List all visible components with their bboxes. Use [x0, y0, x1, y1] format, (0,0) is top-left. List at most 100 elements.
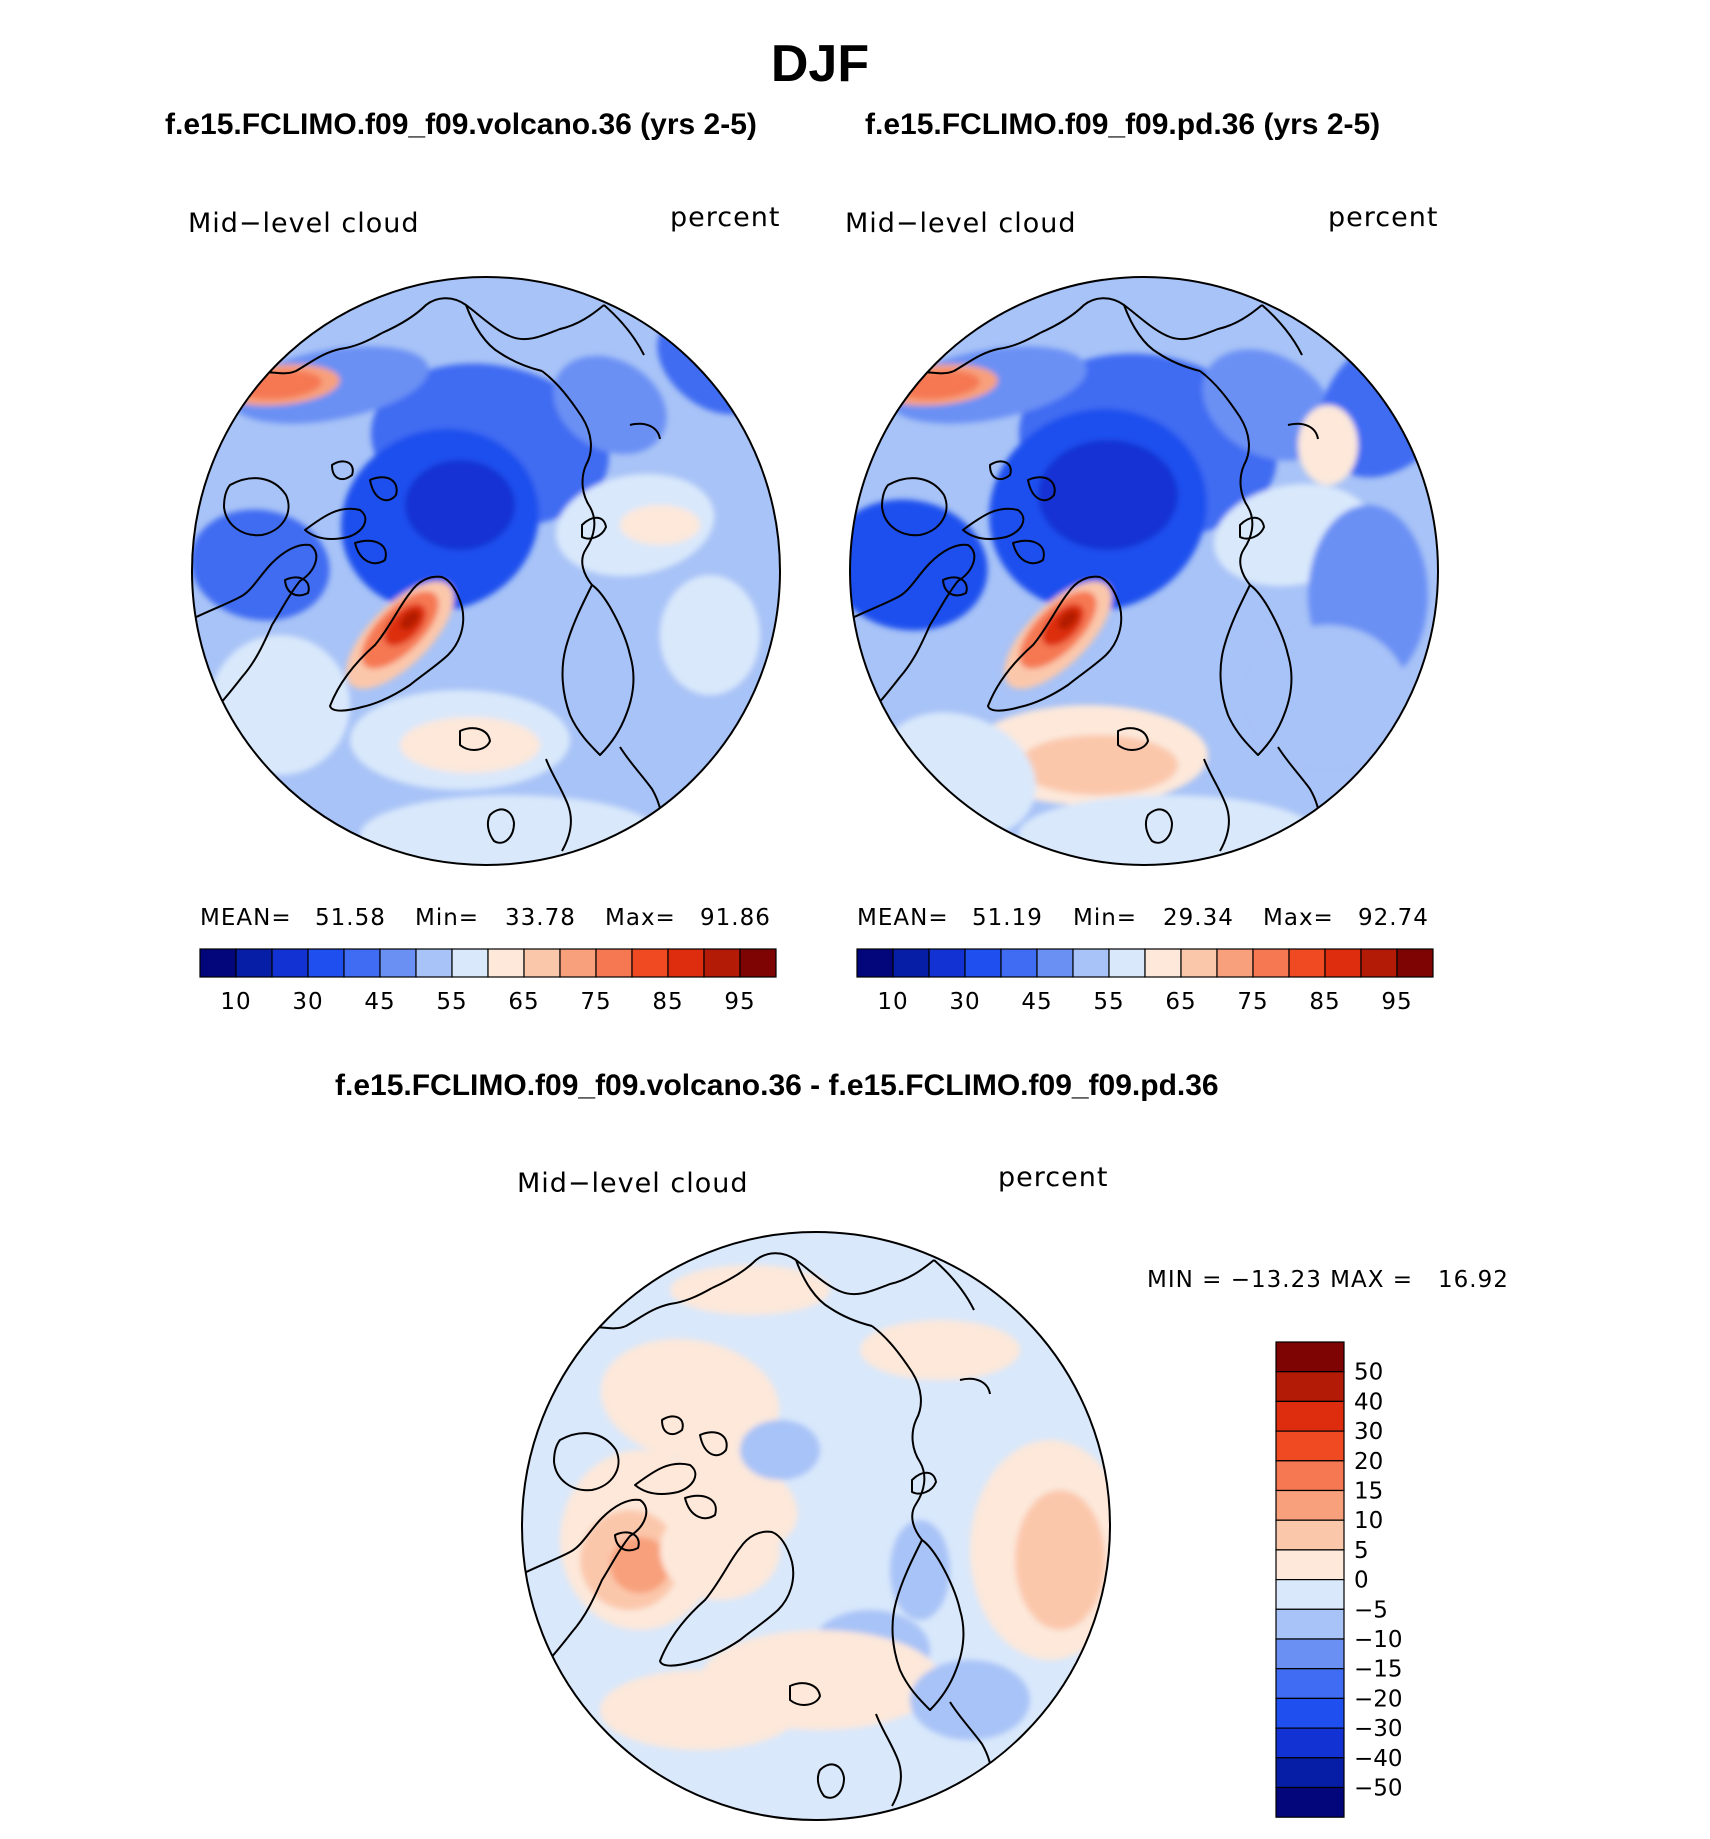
panel1-colorbar-swatch: [703, 948, 741, 978]
panel1-coastline: [304, 507, 367, 541]
panel3-contour-region: [1015, 1490, 1105, 1630]
panel1-contour-region: [553, 355, 667, 455]
panel2-contour-region: [1248, 625, 1408, 765]
panel2-coastline: [1203, 758, 1230, 852]
panel1-min-label: Min=: [415, 905, 480, 931]
panel1-colorbar-swatch: [343, 948, 381, 978]
panel3-coastline: [933, 1259, 975, 1311]
panel2-colorbar-swatch: [856, 948, 894, 978]
panel2-colorbar-swatch: [1396, 948, 1434, 978]
panel1-coastline: [223, 477, 290, 537]
panel3-coastline: [871, 1325, 926, 1541]
panel3-colorbar-tick-label: −5: [1354, 1597, 1388, 1623]
panel2-contour-region: [1038, 440, 1178, 550]
panel2-coastline: [1012, 539, 1045, 565]
panel1-units-label: percent: [670, 202, 781, 233]
panel2-colorbar-tick-label: 75: [1237, 989, 1268, 1015]
panel3-coastline: [661, 1415, 684, 1436]
panel1-colorbar-tick-label: 85: [652, 989, 683, 1015]
panel1-coastline: [581, 516, 607, 540]
panel2-coastline: [989, 460, 1012, 481]
panel1-colorbar-swatch: [631, 948, 669, 978]
panel3-colorbar-swatch: [1275, 1519, 1345, 1551]
panel2-run-title: f.e15.FCLIMO.f09_f09.pd.36 (yrs 2-5): [865, 108, 1381, 141]
panel2-units-label: percent: [1328, 202, 1439, 233]
panel3-contour-region: [740, 1420, 820, 1480]
panel3-colorbar-swatch: [1275, 1638, 1345, 1670]
panel3-contour-region: [610, 1537, 670, 1593]
panel3-colorbar-swatch: [1275, 1400, 1345, 1432]
panel2-coastline: [942, 576, 968, 597]
panel3-colorbar-tick-label: 15: [1354, 1479, 1383, 1505]
panel3-colorbar-tick-label: −50: [1354, 1776, 1403, 1802]
panel3-colorbar-tick-label: −20: [1354, 1686, 1403, 1712]
panel3-coastline: [795, 1259, 873, 1327]
panel1-coastline: [629, 422, 661, 440]
panel3-minmax-text: MIN = −13.23 MAX = 16.92: [1147, 1267, 1509, 1293]
panel2-coastline: [1199, 370, 1254, 586]
panel1-coastline: [329, 575, 465, 712]
panel2-max-label: Max=: [1263, 905, 1334, 931]
panel3-colorbar-tick-label: −40: [1354, 1746, 1403, 1772]
panel1-colorbar-tick-label: 75: [580, 989, 611, 1015]
panel1-colorbar-swatch: [559, 948, 597, 978]
panel1-run-title: f.e15.FCLIMO.f09_f09.volcano.36 (yrs 2-5…: [165, 108, 757, 141]
panel1-max-label: Max=: [605, 905, 676, 931]
panel2-colorbar-swatch: [1288, 948, 1326, 978]
panel2-min-label: Min=: [1073, 905, 1138, 931]
panel1-contour-region: [620, 505, 700, 545]
panel1-coastline: [486, 808, 515, 844]
panel2-coastline: [962, 507, 1025, 541]
panel3-colorbar-tick-label: 10: [1354, 1508, 1383, 1534]
panel2-coastline: [1123, 304, 1201, 372]
panel3-colorbar-swatch: [1275, 1430, 1345, 1462]
panel1-polar-map: [191, 276, 781, 866]
panel3-coastline: [684, 1494, 717, 1520]
panel1-colorbar-swatch: [415, 948, 453, 978]
panel3-colorbar-swatch: [1275, 1757, 1345, 1789]
panel1-colorbar-tick-label: 95: [724, 989, 755, 1015]
panel3-colorbar-tick-label: −15: [1354, 1657, 1403, 1683]
panel2-contour-region: [1018, 735, 1178, 795]
panel2-variable-label: Mid−level cloud: [845, 208, 1077, 239]
panel1-contour-region: [400, 717, 540, 773]
panel2-colorbar-swatch: [1216, 948, 1254, 978]
panel2-colorbar-tick-label: 10: [877, 989, 908, 1015]
panel1-contour-region: [400, 610, 420, 630]
panel2-colorbar-tick-label: 30: [949, 989, 980, 1015]
panel3-coastline: [614, 1531, 640, 1552]
panel3-colorbar-tick-label: 20: [1354, 1449, 1383, 1475]
panel3-colorbar-swatch: [1275, 1489, 1345, 1521]
page-title: DJF: [770, 35, 870, 93]
panel1-coastline: [192, 543, 318, 734]
panel2-coastline: [850, 374, 901, 396]
panel3-coastline: [659, 1530, 795, 1667]
panel2-map-border: [849, 276, 1439, 866]
panel2-mean-label: MEAN=: [857, 905, 949, 931]
panel1-colorbar-swatch: [307, 948, 345, 978]
panel1-colorbar-tick-label: 45: [364, 989, 395, 1015]
panel1-colorbar-swatch: [271, 948, 309, 978]
panel3-coastline: [699, 1431, 728, 1457]
panel3-colorbar-tick-label: 50: [1354, 1360, 1383, 1386]
panel1-coastline: [354, 539, 387, 565]
panel1-coastline: [603, 304, 645, 356]
panel2-coastline: [987, 575, 1123, 712]
panel3-colorbar-swatch: [1275, 1727, 1345, 1759]
panel2-colorbar-tick-label: 45: [1021, 989, 1052, 1015]
panel1-variable-label: Mid−level cloud: [188, 208, 420, 239]
panel3-polar-map: [521, 1231, 1111, 1821]
panel3-contour-region: [860, 1320, 1020, 1380]
panel1-colorbar-swatch: [199, 948, 237, 978]
panel1-coastline: [561, 584, 635, 756]
panel3-colorbar-swatch: [1275, 1786, 1345, 1818]
panel3-colorbar-swatch: [1275, 1341, 1345, 1373]
panel3-units-label: percent: [998, 1162, 1109, 1193]
panel3-coastline: [711, 1252, 935, 1296]
panel3-colorbar-tick-label: 5: [1354, 1538, 1369, 1564]
panel3-map-border: [521, 1231, 1111, 1821]
panel3-colorbar-tick-label: −10: [1354, 1627, 1403, 1653]
panel2-coastline: [850, 543, 976, 734]
panel1-coastline: [331, 460, 354, 481]
panel3-coastline: [634, 1462, 697, 1496]
